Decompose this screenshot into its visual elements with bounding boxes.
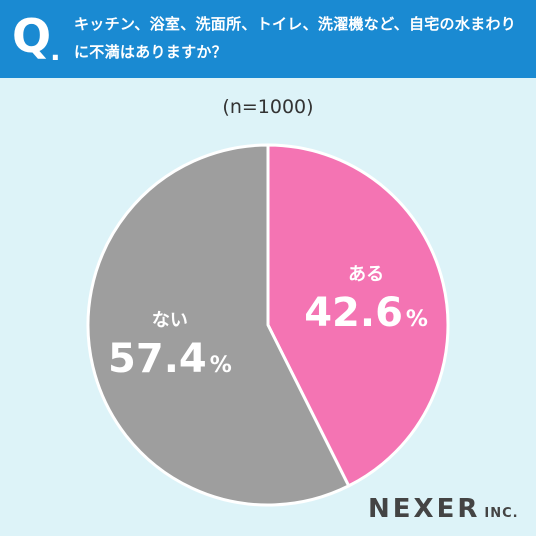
question-header: Q . キッチン、浴室、洗面所、トイレ、洗濯機など、自宅の水まわりに不満はありま… xyxy=(0,0,536,78)
brand-name: NEXER xyxy=(368,494,481,524)
brand-suffix: INC. xyxy=(484,506,519,521)
sample-size: (n=1000) xyxy=(222,96,314,118)
slice-value-1: 57.4% xyxy=(108,336,232,382)
q-mark: Q xyxy=(12,9,52,63)
slice-value-0: 42.6% xyxy=(304,290,428,336)
slice-label-1: ない xyxy=(152,310,188,331)
brand-logo: NEXER INC. xyxy=(368,494,519,524)
pie-slice-1 xyxy=(86,143,351,507)
q-dot: . xyxy=(50,34,61,67)
slice-label-0: ある xyxy=(348,264,384,285)
question-text: キッチン、浴室、洗面所、トイレ、洗濯機など、自宅の水まわりに不満はありますか？ xyxy=(74,15,517,61)
pie-slice-0 xyxy=(266,143,450,488)
